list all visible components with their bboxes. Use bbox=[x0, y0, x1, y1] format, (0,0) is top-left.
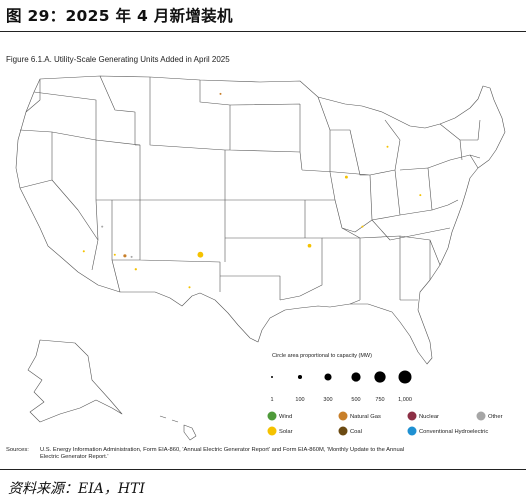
size-legend-title: Circle area proportional to capacity (MW… bbox=[272, 353, 372, 359]
nuclear-dot-icon bbox=[407, 411, 417, 421]
solar-unit-marker bbox=[134, 268, 137, 271]
size-legend-circle bbox=[297, 374, 303, 380]
size-legend-circle bbox=[271, 376, 273, 378]
wind-dot-icon bbox=[267, 411, 277, 421]
size-legend-label: 1,000 bbox=[398, 397, 412, 403]
size-legend-circle bbox=[351, 372, 361, 382]
size-legend-label: 300 bbox=[323, 397, 332, 403]
type-legend-label: Conventional Hydroelectric bbox=[419, 429, 488, 435]
solar-unit-marker bbox=[197, 251, 204, 258]
type-legend-label: Wind bbox=[279, 414, 292, 420]
border-midwest bbox=[317, 96, 433, 233]
type-legend-label: Natural Gas bbox=[350, 414, 381, 420]
size-legend-label: 750 bbox=[375, 397, 384, 403]
solar-unit-marker bbox=[188, 286, 191, 289]
size-legend-label: 100 bbox=[295, 397, 304, 403]
solar-unit-marker bbox=[307, 243, 312, 248]
natural-gas-unit-marker bbox=[123, 254, 127, 258]
size-legend-circle bbox=[324, 373, 332, 381]
solar-unit-marker bbox=[386, 145, 389, 148]
unit-markers bbox=[82, 92, 422, 289]
title-rule bbox=[0, 31, 526, 32]
us-outline bbox=[15, 75, 506, 365]
other-unit-marker bbox=[101, 225, 104, 228]
solar-dot-icon bbox=[267, 426, 277, 436]
other-unit-marker bbox=[130, 255, 133, 258]
solar-unit-marker bbox=[419, 194, 422, 197]
natural-gas-unit-marker bbox=[219, 92, 222, 95]
coal-dot-icon bbox=[338, 426, 348, 436]
solar-unit-marker bbox=[344, 175, 348, 179]
natural-gas-dot-icon bbox=[338, 411, 348, 421]
size-legend-circle bbox=[398, 370, 412, 384]
border-northeast bbox=[427, 119, 481, 211]
type-legend: Wind Natural Gas Nuclear Other Solar Coal Conv… bbox=[267, 411, 503, 436]
footer-rule bbox=[0, 469, 526, 470]
solar-unit-marker bbox=[361, 225, 364, 228]
border-west bbox=[19, 79, 141, 293]
size-legend: Circle area proportional to capacity (MW… bbox=[270, 353, 411, 403]
source-note: 资料来源：EIA，HTI bbox=[8, 481, 145, 497]
type-legend-label: Solar bbox=[279, 429, 293, 435]
chart-title: Figure 6.1.A. Utility-Scale Generating U… bbox=[6, 55, 230, 64]
size-legend-circle bbox=[374, 371, 386, 383]
figure-title: 图 29：2025 年 4 月新增装机 bbox=[6, 7, 233, 25]
solar-unit-marker bbox=[113, 253, 116, 256]
us-map: Circle area proportional to capacity (MW… bbox=[15, 75, 506, 441]
type-legend-label: Nuclear bbox=[419, 414, 439, 420]
sources-label: Sources: bbox=[6, 447, 29, 453]
sources-text: U.S. Energy Information Administration, … bbox=[40, 447, 405, 460]
other-dot-icon bbox=[476, 411, 486, 421]
solar-unit-marker bbox=[82, 250, 85, 253]
hawaii bbox=[159, 415, 197, 441]
border-mountain bbox=[99, 75, 281, 300]
hydro-dot-icon bbox=[407, 426, 417, 436]
state-borders bbox=[15, 75, 506, 441]
border-plains bbox=[199, 80, 336, 301]
alaska bbox=[27, 339, 123, 423]
border-south bbox=[322, 219, 451, 305]
size-legend-label: 500 bbox=[351, 397, 360, 403]
type-legend-label: Coal bbox=[350, 429, 362, 435]
type-legend-label: Other bbox=[488, 414, 503, 420]
size-legend-label: 1 bbox=[270, 397, 273, 403]
